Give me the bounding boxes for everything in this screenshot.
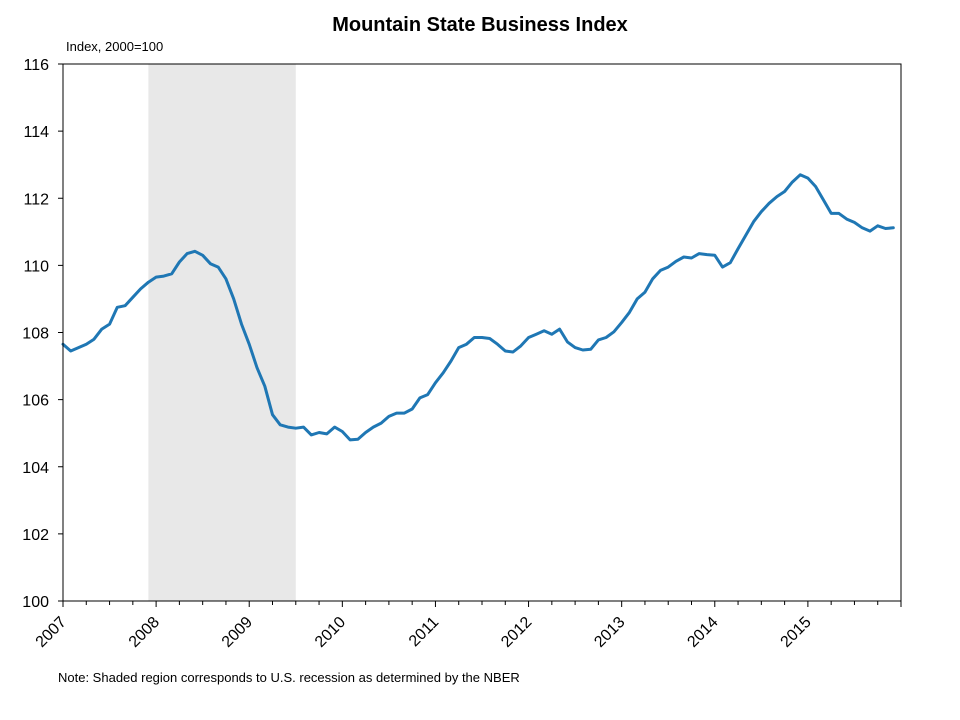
plot-frame: [62, 63, 902, 602]
chart-note: Note: Shaded region corresponds to U.S. …: [58, 670, 520, 685]
x-tick-label: 2011: [406, 614, 442, 650]
x-tick-label: 2013: [591, 614, 628, 651]
x-tick-label: 2012: [498, 614, 535, 651]
y-tick-label: 114: [23, 124, 49, 141]
recession-band: [148, 64, 296, 601]
x-tick-label: 2014: [684, 614, 721, 651]
x-tick-label: 2015: [778, 614, 815, 651]
y-tick-label: 102: [22, 527, 49, 544]
y-tick-label: 110: [23, 258, 49, 275]
y-tick-label: 108: [22, 326, 49, 343]
y-tick-label: 100: [22, 594, 49, 611]
x-tick-label: 2010: [312, 614, 349, 651]
y-tick-label: 112: [23, 191, 49, 208]
y-axis-unit-label: Index, 2000=100: [66, 39, 164, 54]
x-tick-label: 2007: [33, 614, 70, 651]
y-tick-label: 104: [22, 460, 49, 477]
chart-title: Mountain State Business Index: [332, 14, 628, 36]
y-tick-label: 116: [23, 57, 49, 74]
x-tick-label: 2008: [126, 614, 163, 651]
y-tick-label: 106: [22, 393, 49, 410]
x-tick-label: 2009: [219, 614, 256, 651]
series-line: [61, 173, 895, 442]
